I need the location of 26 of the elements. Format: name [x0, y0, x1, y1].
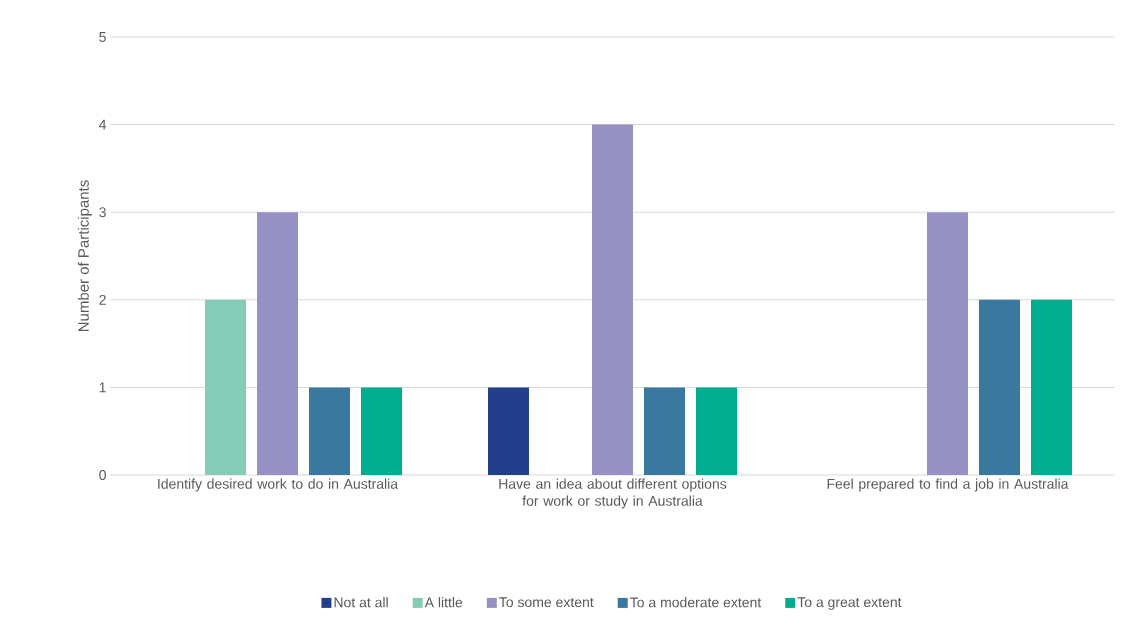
bar	[487, 387, 529, 475]
bar	[591, 124, 633, 475]
bar	[926, 212, 968, 475]
legend-label: To a moderate extent	[630, 597, 762, 608]
bar	[205, 299, 246, 475]
y-tick-label: 1	[99, 382, 106, 393]
bar	[257, 212, 298, 475]
bar	[978, 299, 1020, 475]
x-tick-label: Identify desired work to do in Australia	[158, 478, 399, 492]
x-tick-label: Have an idea about different options for work or study in Australia	[499, 478, 727, 509]
y-tick-label: 0	[99, 470, 106, 480]
bar	[643, 387, 685, 475]
y-tick-label: 4	[99, 119, 107, 130]
x-tick-label: Feel prepared to find a job in Australia	[827, 478, 1069, 492]
bar	[361, 387, 402, 475]
bar	[309, 387, 350, 475]
y-tick-label: 3	[99, 207, 106, 218]
bar	[695, 387, 737, 475]
legend-label: To a great extent	[797, 597, 902, 610]
y-tick-label: 5	[99, 32, 106, 42]
y-tick-label: 2	[99, 294, 106, 305]
legend-label: To some extent	[499, 597, 594, 608]
bar	[1030, 299, 1072, 475]
y-axis-title: Number of Participants	[77, 180, 92, 332]
legend-label: A little	[424, 597, 463, 608]
legend-label: Not at all	[334, 597, 388, 608]
